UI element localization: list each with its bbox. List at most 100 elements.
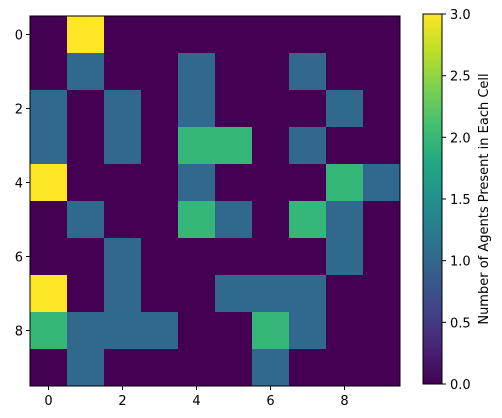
colorbar-tick-label: 1.0 <box>450 255 471 270</box>
heatmap-cell <box>141 164 179 202</box>
colorbar-tick-label: 0.5 <box>450 316 471 331</box>
heatmap-cell <box>104 164 142 202</box>
heatmap-cell <box>215 16 253 54</box>
heatmap-cell <box>67 164 105 202</box>
heatmap-cell <box>104 127 142 165</box>
heatmap-cell <box>363 238 401 276</box>
x-tick-label: 0 <box>44 394 52 409</box>
heatmap-cell <box>104 238 142 276</box>
x-tick-label: 4 <box>192 394 200 409</box>
heatmap-cell <box>215 349 253 387</box>
heatmap-cell <box>67 312 105 350</box>
heatmap-cell <box>30 201 68 239</box>
heatmap-cell <box>67 127 105 165</box>
heatmap-cell <box>289 90 327 128</box>
heatmap-cell <box>363 312 401 350</box>
heatmap-cell <box>30 238 68 276</box>
heatmap-cell <box>363 127 401 165</box>
heatmap-cell <box>104 53 142 91</box>
heatmap-cell <box>289 127 327 165</box>
heatmap-cell <box>178 238 216 276</box>
heatmap-cell <box>104 16 142 54</box>
heatmap-cell <box>30 312 68 350</box>
heatmap-cell <box>363 90 401 128</box>
colorbar-tick-label: 3.0 <box>450 8 471 23</box>
heatmap-cell <box>326 127 364 165</box>
heatmap-cell <box>141 349 179 387</box>
heatmap-cell <box>104 275 142 313</box>
heatmap-cell <box>326 53 364 91</box>
heatmap-cell <box>104 90 142 128</box>
y-tick-label: 2 <box>15 103 23 118</box>
y-tick-label: 4 <box>15 177 23 192</box>
heatmap-cell <box>289 201 327 239</box>
heatmap-cell <box>289 349 327 387</box>
heatmap-cell <box>326 275 364 313</box>
heatmap-cell <box>326 238 364 276</box>
heatmap-cell <box>30 275 68 313</box>
heatmap-cell <box>326 201 364 239</box>
heatmap-cell <box>326 349 364 387</box>
heatmap-cell <box>178 164 216 202</box>
heatmap-cell <box>67 53 105 91</box>
heatmap-cell <box>215 53 253 91</box>
heatmap-cell <box>252 90 290 128</box>
axes: 0 2 4 6 8 0 2 4 6 8 <box>15 29 349 410</box>
heatmap-cell <box>215 201 253 239</box>
x-tick-label: 6 <box>266 394 274 409</box>
heatmap-cell <box>178 127 216 165</box>
plot-frame <box>29 15 401 387</box>
heatmap-cell <box>289 164 327 202</box>
heatmap-cell <box>252 238 290 276</box>
heatmap-cell <box>215 238 253 276</box>
heatmap-cell <box>30 349 68 387</box>
heatmap-cell <box>289 16 327 54</box>
heatmap-cells <box>30 16 401 387</box>
colorbar-tick-label: 0.0 <box>450 378 471 393</box>
heatmap-cell <box>252 275 290 313</box>
heatmap-cell <box>178 53 216 91</box>
heatmap-cell <box>30 164 68 202</box>
heatmap-cell <box>215 275 253 313</box>
heatmap-cell <box>141 127 179 165</box>
heatmap-cell <box>363 16 401 54</box>
heatmap-cell <box>178 201 216 239</box>
heatmap-cell <box>178 275 216 313</box>
colorbar-tick-label: 1.5 <box>450 193 471 208</box>
heatmap-cell <box>141 275 179 313</box>
heatmap-cell <box>104 312 142 350</box>
heatmap-cell <box>252 349 290 387</box>
heatmap-cell <box>67 275 105 313</box>
heatmap-cell <box>326 164 364 202</box>
colorbar-label: Number of Agents Present in Each Cell <box>477 73 492 324</box>
heatmap-cell <box>141 90 179 128</box>
heatmap-cell <box>363 164 401 202</box>
heatmap-cell <box>252 164 290 202</box>
heatmap-cell <box>141 16 179 54</box>
y-tick-label: 8 <box>15 325 23 340</box>
heatmap-cell <box>178 90 216 128</box>
heatmap-cell <box>289 238 327 276</box>
heatmap-cell <box>252 201 290 239</box>
heatmap-cell <box>178 349 216 387</box>
heatmap-cell <box>363 349 401 387</box>
heatmap-cell <box>141 201 179 239</box>
heatmap-cell <box>67 90 105 128</box>
y-tick-label: 0 <box>15 29 23 44</box>
heatmap-cell <box>326 312 364 350</box>
heatmap-cell <box>67 349 105 387</box>
colorbar-gradient <box>422 13 443 385</box>
colorbar-tick-label: 2.5 <box>450 70 471 85</box>
heatmap-cell <box>289 275 327 313</box>
heatmap-cell <box>215 90 253 128</box>
heatmap-cell <box>215 164 253 202</box>
heatmap-cell <box>363 275 401 313</box>
heatmap-cell <box>30 90 68 128</box>
colorbar-tick-label: 2.0 <box>450 131 471 146</box>
x-tick-label: 8 <box>340 394 348 409</box>
heatmap-cell <box>30 127 68 165</box>
heatmap-cell <box>178 16 216 54</box>
heatmap-cell <box>252 127 290 165</box>
y-tick-label: 6 <box>15 251 23 266</box>
